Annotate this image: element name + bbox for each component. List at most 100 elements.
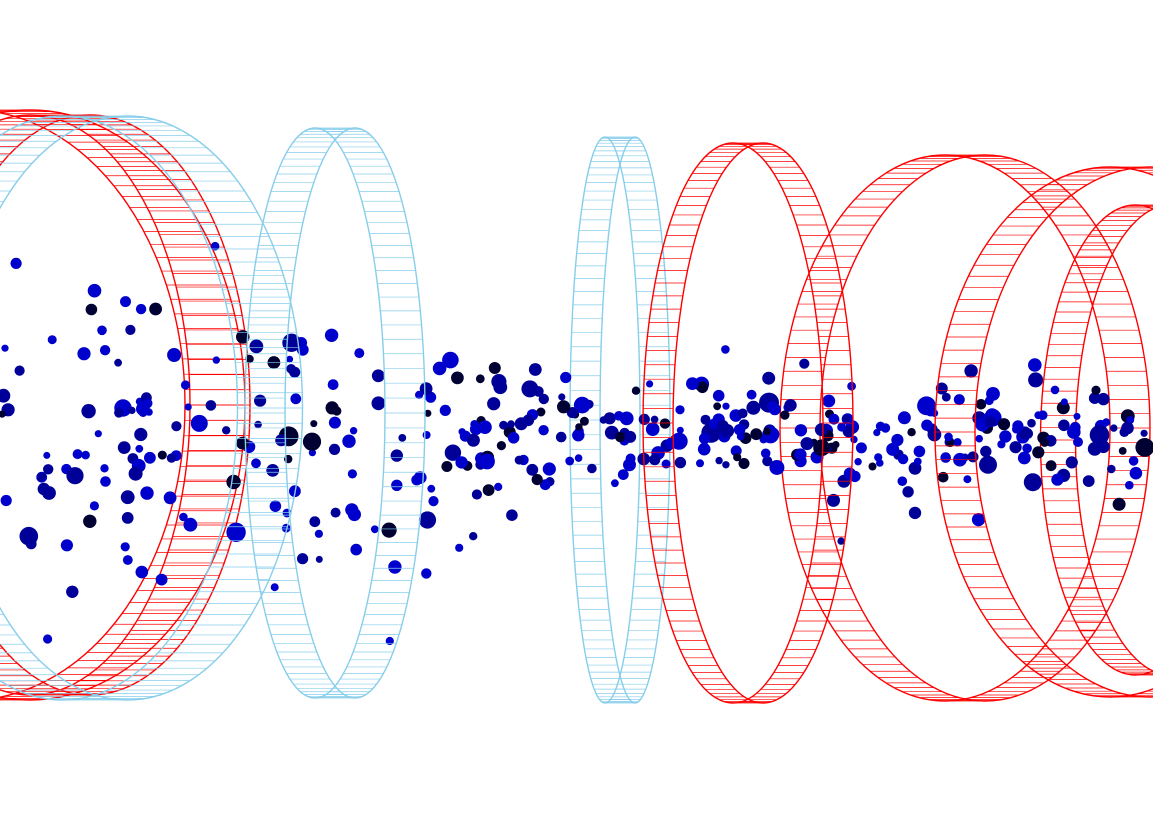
particle	[441, 461, 453, 472]
particle	[661, 459, 671, 469]
particle	[254, 394, 267, 407]
particle	[980, 445, 992, 458]
particle	[1017, 451, 1031, 465]
particle	[721, 345, 730, 354]
particle	[83, 514, 97, 528]
particle	[226, 474, 241, 490]
particle	[1032, 446, 1045, 459]
particle	[72, 449, 83, 460]
particle	[266, 464, 280, 477]
particle	[832, 441, 840, 449]
particle	[1051, 473, 1064, 486]
particle	[854, 458, 862, 466]
particle	[97, 325, 107, 336]
particle	[1009, 441, 1022, 454]
particle	[1065, 456, 1078, 469]
particle	[650, 415, 659, 424]
particle	[134, 427, 148, 442]
particle	[482, 484, 495, 496]
particle	[494, 482, 503, 491]
particle	[190, 414, 208, 432]
particle	[499, 420, 508, 430]
particle	[302, 432, 322, 451]
particle	[1097, 392, 1110, 406]
particle	[469, 532, 478, 541]
particle	[696, 459, 704, 468]
particle	[855, 442, 867, 454]
particle	[700, 414, 711, 425]
particle	[66, 585, 79, 598]
particle	[479, 453, 495, 470]
particle	[270, 583, 279, 592]
particle	[763, 427, 772, 436]
particle	[166, 453, 177, 463]
particle	[531, 474, 543, 486]
particle	[471, 489, 482, 500]
particle	[886, 442, 900, 456]
particle	[37, 472, 46, 482]
particle	[370, 525, 379, 534]
particle	[733, 424, 746, 436]
particle	[309, 516, 321, 528]
particle	[875, 421, 886, 431]
particle	[1058, 419, 1070, 432]
particle	[997, 440, 1006, 449]
particle	[794, 448, 807, 461]
particle	[281, 523, 291, 533]
particle	[814, 423, 828, 437]
particle	[275, 434, 288, 447]
particle	[289, 366, 301, 378]
particle	[1088, 392, 1101, 405]
particle	[697, 442, 711, 456]
particle	[538, 425, 549, 436]
particle	[645, 422, 660, 437]
particle	[1112, 497, 1126, 511]
particle	[125, 324, 136, 335]
particle	[0, 388, 11, 403]
particle	[222, 426, 231, 435]
particle	[85, 303, 98, 316]
particle	[345, 503, 359, 517]
particle	[1, 344, 9, 352]
particle	[114, 358, 122, 367]
particle	[1027, 418, 1036, 428]
particle	[43, 464, 54, 475]
particle	[506, 509, 518, 521]
particle	[746, 389, 757, 400]
particle	[117, 441, 131, 454]
particle	[738, 458, 750, 469]
particle	[737, 408, 748, 419]
rings-front-layer	[0, 115, 1153, 704]
particle	[149, 302, 163, 316]
particle	[478, 420, 492, 435]
particle	[442, 351, 459, 369]
particle	[254, 420, 262, 429]
particle	[89, 501, 99, 511]
particle	[575, 423, 583, 431]
particle	[350, 543, 363, 556]
particle	[873, 429, 881, 437]
particle	[722, 461, 730, 469]
particle	[171, 421, 182, 432]
particle	[1082, 475, 1095, 487]
particle	[1037, 410, 1048, 421]
particle	[713, 402, 722, 411]
particle	[496, 441, 506, 451]
particle	[985, 416, 996, 428]
particle	[908, 506, 922, 520]
particle	[762, 371, 776, 385]
particle	[1012, 420, 1024, 432]
particle	[455, 543, 464, 552]
particle	[557, 400, 571, 414]
particle	[975, 399, 987, 410]
particle	[874, 453, 883, 462]
particle	[43, 634, 53, 644]
particle	[332, 406, 342, 416]
particle	[784, 399, 797, 412]
particle	[81, 450, 90, 460]
particle	[686, 377, 699, 390]
particle	[421, 568, 432, 579]
particle	[391, 479, 403, 491]
particle	[539, 479, 551, 491]
